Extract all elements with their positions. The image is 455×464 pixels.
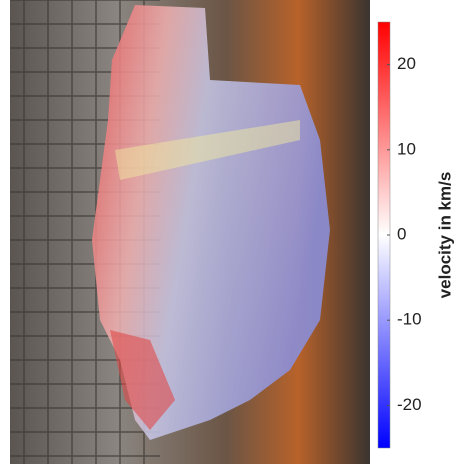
colorbar-tick-label: -20: [397, 395, 422, 414]
colorbar-tick-label: 10: [397, 139, 416, 158]
figure: -20 -10 0 10 20 velocity in km/s: [0, 0, 455, 464]
colorbar-tick-label: 20: [397, 54, 416, 73]
colorbar-tick-label: 0: [397, 224, 406, 243]
colorbar-label: velocity in km/s: [435, 172, 454, 299]
colorbar: -20 -10 0 10 20 velocity in km/s: [378, 22, 454, 448]
colorbar-tick-label: -10: [397, 310, 422, 329]
